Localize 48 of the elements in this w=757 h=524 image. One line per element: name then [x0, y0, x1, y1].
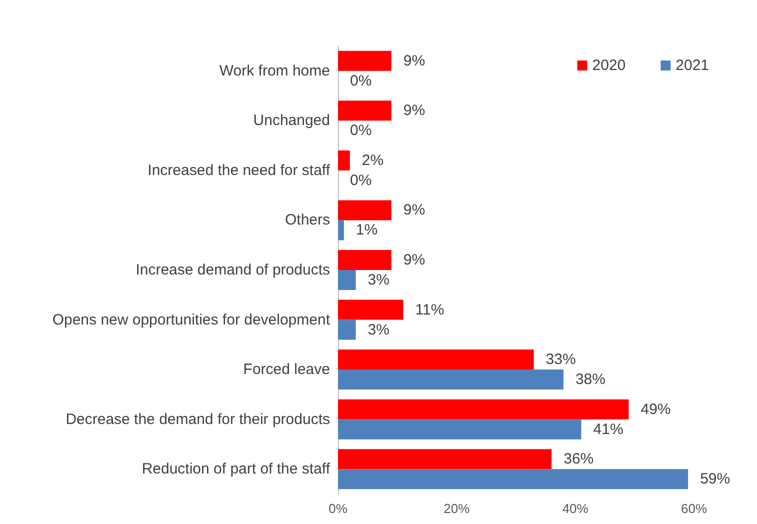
bar [338, 469, 688, 490]
bar [338, 350, 534, 370]
x-tick-label: 20% [444, 501, 470, 516]
data-label: 3% [368, 321, 390, 338]
data-label: 3% [368, 272, 390, 288]
bar [338, 449, 552, 470]
data-label: 38% [575, 371, 606, 388]
y-tick-label: Others [284, 212, 330, 229]
bar [338, 370, 564, 390]
data-label: 1% [356, 222, 378, 239]
bar [338, 50, 392, 71]
bar [338, 300, 404, 320]
bar [338, 320, 356, 340]
x-tick-label: 40% [562, 501, 589, 516]
legend-label: 2020 [592, 57, 626, 74]
data-label: 36% [564, 450, 594, 468]
bar [338, 250, 392, 270]
data-label: 9% [403, 52, 426, 70]
bar [338, 150, 350, 170]
bar [338, 100, 392, 121]
data-label: 9% [403, 202, 426, 219]
data-label: 9% [403, 252, 426, 268]
data-label: 0% [350, 122, 372, 140]
data-label: 2% [362, 152, 384, 169]
y-tick-label: Forced leave [243, 361, 330, 378]
y-tick-label: Increased the need for staff [148, 162, 331, 179]
y-tick-label: Work from home [219, 62, 330, 80]
data-label: 0% [350, 72, 372, 90]
data-label: 41% [593, 420, 624, 438]
data-label: 59% [700, 470, 730, 488]
legend-label: 2021 [676, 57, 710, 74]
y-tick-label: Unchanged [253, 112, 330, 130]
data-label: 0% [350, 172, 372, 189]
bar [338, 419, 582, 440]
y-tick-label: Increase demand of products [136, 262, 330, 278]
bar [338, 220, 344, 240]
y-tick-label: Decrease the demand for their products [66, 410, 330, 428]
data-label: 33% [546, 351, 576, 368]
x-tick-label: 60% [680, 501, 708, 516]
y-tick-label: Opens new opportunities for development [52, 311, 331, 328]
data-label: 11% [415, 301, 444, 318]
data-label: 9% [403, 102, 426, 120]
y-tick-label: Reduction of part of the staff [142, 460, 331, 478]
data-label: 49% [640, 400, 671, 418]
bar [338, 200, 392, 220]
bar [338, 399, 629, 420]
x-tick-label: 0% [328, 501, 348, 516]
bar [338, 270, 356, 290]
